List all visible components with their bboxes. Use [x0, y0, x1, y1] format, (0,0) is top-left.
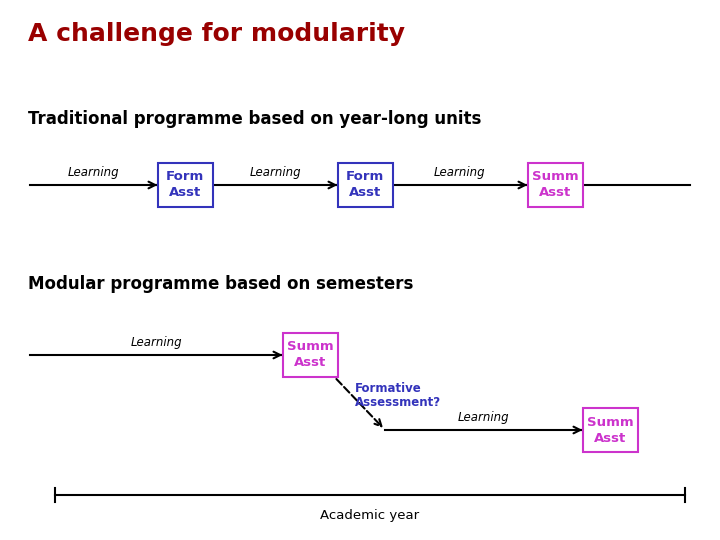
Bar: [528, 163, 582, 207]
Text: Learning: Learning: [249, 166, 301, 179]
Text: A challenge for modularity: A challenge for modularity: [28, 22, 405, 46]
Text: Learning: Learning: [130, 336, 182, 349]
Bar: [582, 408, 637, 452]
Text: Learning: Learning: [68, 166, 120, 179]
Text: Learning: Learning: [458, 411, 510, 424]
Text: Modular programme based on semesters: Modular programme based on semesters: [28, 275, 413, 293]
Text: Learning: Learning: [434, 166, 486, 179]
Text: Form
Asst: Form Asst: [166, 171, 204, 199]
Bar: [282, 333, 338, 377]
Text: Academic year: Academic year: [320, 509, 420, 522]
Text: Traditional programme based on year-long units: Traditional programme based on year-long…: [28, 110, 482, 128]
Text: Form
Asst: Form Asst: [346, 171, 384, 199]
Text: Summ
Asst: Summ Asst: [287, 341, 333, 369]
Text: Formative
Assessment?: Formative Assessment?: [354, 381, 441, 409]
Bar: [158, 163, 212, 207]
Text: Summ
Asst: Summ Asst: [531, 171, 578, 199]
Bar: [338, 163, 392, 207]
Text: Summ
Asst: Summ Asst: [587, 415, 634, 444]
